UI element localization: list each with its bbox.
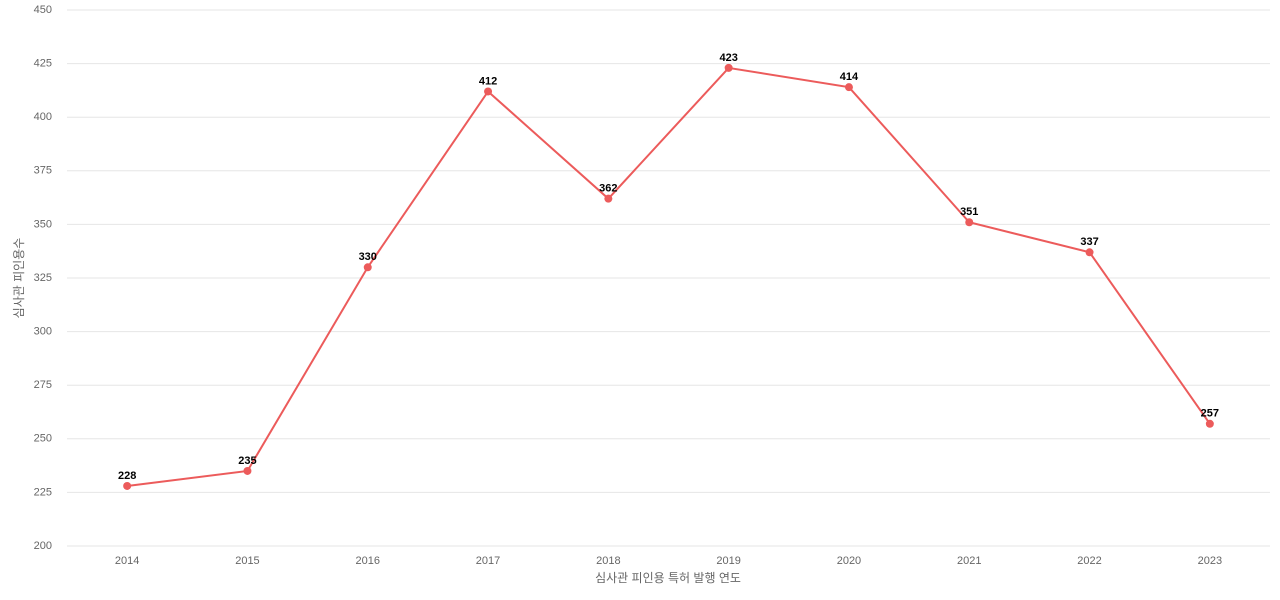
point xyxy=(724,63,733,72)
x-tick-label: 2023 xyxy=(1198,555,1222,567)
x-tick-label: 2015 xyxy=(235,555,259,567)
y-tick-label: 225 xyxy=(34,486,52,498)
y-tick-label: 250 xyxy=(34,433,52,445)
y-tick-label: 375 xyxy=(34,165,52,177)
point xyxy=(484,87,493,96)
data-label: 412 xyxy=(479,75,497,87)
data-label: 423 xyxy=(719,52,737,64)
data-label: 228 xyxy=(118,470,136,482)
y-tick-label: 350 xyxy=(34,218,52,230)
data-label: 337 xyxy=(1080,236,1098,248)
x-tick-label: 2017 xyxy=(476,555,500,567)
line xyxy=(127,66,1211,487)
y-axis-label: 심사관 피인용수 xyxy=(12,238,26,319)
y-tick-label: 325 xyxy=(34,272,52,284)
y-tick-label: 400 xyxy=(34,111,52,123)
point xyxy=(844,83,853,92)
x-tick-label: 2020 xyxy=(837,555,861,567)
point xyxy=(1085,248,1094,257)
point xyxy=(1205,419,1214,428)
y-tick-label: 450 xyxy=(34,4,52,16)
y-tick-label: 200 xyxy=(34,540,52,552)
point xyxy=(965,218,974,227)
data-label: 330 xyxy=(359,251,377,263)
data-label: 362 xyxy=(599,183,617,195)
data-label: 257 xyxy=(1201,408,1219,420)
x-tick-label: 2021 xyxy=(957,555,981,567)
y-tick-label: 425 xyxy=(34,58,52,70)
data-label: 235 xyxy=(238,455,256,467)
x-tick-label: 2019 xyxy=(716,555,740,567)
y-tick-label: 300 xyxy=(34,326,52,338)
y-tick-label: 275 xyxy=(34,379,52,391)
data-label: 414 xyxy=(840,71,859,83)
point xyxy=(243,466,252,475)
x-tick-label: 2014 xyxy=(115,555,139,567)
point xyxy=(363,263,372,272)
point xyxy=(604,194,613,203)
point xyxy=(123,481,132,490)
x-axis-label: 심사관 피인용 특허 발행 연도 xyxy=(595,570,741,585)
x-tick-label: 2016 xyxy=(356,555,380,567)
x-tick-label: 2022 xyxy=(1077,555,1101,567)
data-label: 351 xyxy=(960,206,978,218)
x-tick-label: 2018 xyxy=(596,555,620,567)
